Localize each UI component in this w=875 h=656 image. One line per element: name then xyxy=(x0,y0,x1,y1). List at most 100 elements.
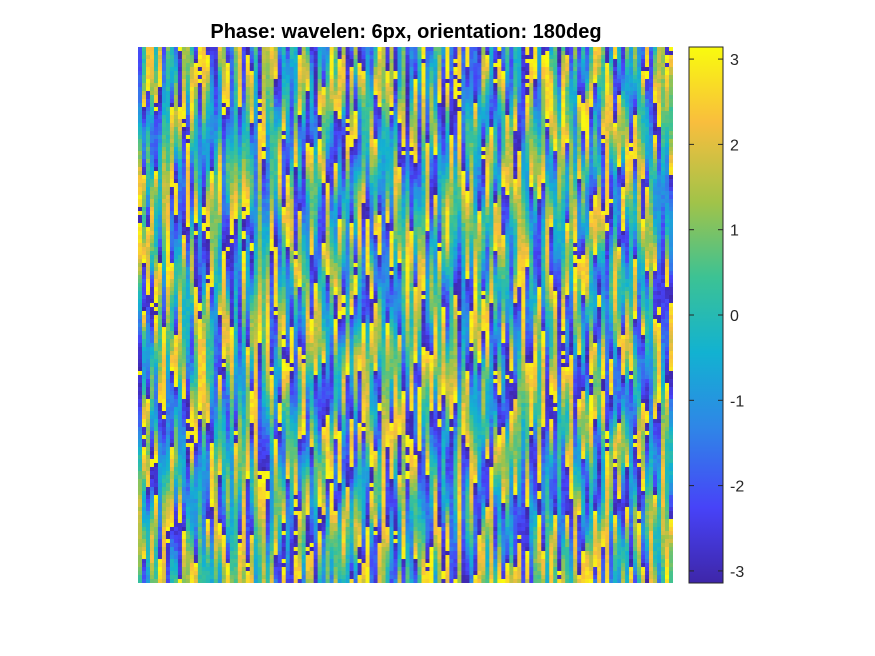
heatmap-cell xyxy=(649,175,654,180)
heatmap-cell xyxy=(253,79,259,84)
heatmap-cell xyxy=(625,87,630,92)
heatmap-cell xyxy=(221,171,227,176)
heatmap-cell xyxy=(629,139,634,144)
heatmap-cell xyxy=(529,91,534,96)
heatmap-cell xyxy=(481,119,486,124)
heatmap-cell xyxy=(473,87,478,92)
heatmap-cell xyxy=(529,155,534,160)
heatmap-cell xyxy=(501,163,506,168)
heatmap-cell xyxy=(169,179,175,184)
heatmap-cell xyxy=(389,119,394,124)
heatmap-cell xyxy=(529,95,534,100)
heatmap-cell xyxy=(309,55,314,60)
heatmap-cell xyxy=(385,131,390,136)
heatmap-cell xyxy=(581,59,586,64)
heatmap-cell xyxy=(309,71,314,76)
heatmap-cell xyxy=(269,187,275,192)
heatmap-cell xyxy=(625,135,630,140)
heatmap-cell xyxy=(393,123,398,128)
heatmap-cell xyxy=(321,155,326,160)
heatmap-cell xyxy=(205,155,211,160)
heatmap-cell xyxy=(241,159,247,164)
heatmap-cell xyxy=(233,127,239,132)
heatmap-cell xyxy=(201,59,207,64)
heatmap-cell xyxy=(649,183,654,188)
heatmap-cell xyxy=(201,179,207,184)
heatmap-cell xyxy=(237,191,243,196)
heatmap-cell xyxy=(361,83,366,88)
heatmap-cell xyxy=(537,75,542,80)
heatmap-cell xyxy=(233,171,239,176)
heatmap-cell xyxy=(181,115,187,120)
heatmap-cell xyxy=(645,143,650,148)
heatmap-cell xyxy=(509,127,514,132)
heatmap-cell xyxy=(585,139,590,144)
heatmap-cell xyxy=(481,155,486,160)
heatmap-cell xyxy=(213,99,219,104)
heatmap-cell xyxy=(513,99,518,104)
heatmap-cell xyxy=(513,123,518,128)
heatmap-cell xyxy=(377,171,382,176)
heatmap-cell xyxy=(285,111,291,116)
heatmap-cell xyxy=(165,79,171,84)
heatmap-cell xyxy=(285,171,291,176)
heatmap-cell xyxy=(525,171,530,176)
heatmap-cell xyxy=(269,123,275,128)
heatmap-cell xyxy=(629,79,634,84)
heatmap-cell xyxy=(529,139,534,144)
heatmap-cell xyxy=(617,71,622,76)
heatmap-cell xyxy=(377,47,382,52)
heatmap-cell xyxy=(197,171,203,176)
heatmap-cell xyxy=(337,47,342,52)
heatmap-cell xyxy=(409,75,414,80)
heatmap-cell xyxy=(225,75,231,80)
heatmap-cell xyxy=(277,107,283,112)
heatmap-cell xyxy=(429,143,434,148)
heatmap-cell xyxy=(633,175,638,180)
heatmap-cell xyxy=(141,111,147,116)
heatmap-cell xyxy=(661,139,666,144)
heatmap-cell xyxy=(565,115,570,120)
heatmap-cell xyxy=(297,143,302,148)
heatmap-cell xyxy=(565,107,570,112)
heatmap-cell xyxy=(521,159,526,164)
heatmap-cell xyxy=(645,179,650,184)
heatmap-cell xyxy=(557,127,562,132)
heatmap-cell xyxy=(613,87,618,92)
heatmap-cell xyxy=(505,191,510,196)
heatmap-cell xyxy=(569,91,574,96)
heatmap-cell xyxy=(437,155,442,160)
heatmap-cell xyxy=(409,151,414,156)
heatmap-cell xyxy=(569,171,574,176)
heatmap-cell xyxy=(617,147,622,152)
heatmap-cell xyxy=(337,163,342,168)
heatmap-cell xyxy=(293,75,298,80)
heatmap-cell xyxy=(433,159,438,164)
heatmap-cell xyxy=(633,183,638,188)
heatmap-cell xyxy=(577,171,582,176)
heatmap-cell xyxy=(213,147,219,152)
heatmap-cell xyxy=(369,63,374,68)
heatmap-cell xyxy=(297,107,302,112)
heatmap-cell xyxy=(241,135,247,140)
heatmap-cell xyxy=(653,99,658,104)
heatmap-cell xyxy=(165,167,171,172)
heatmap-cell xyxy=(173,171,179,176)
heatmap-cell xyxy=(465,163,470,168)
heatmap-cell xyxy=(613,163,618,168)
heatmap-cell xyxy=(565,87,570,92)
heatmap-cell xyxy=(501,115,506,120)
heatmap-cell xyxy=(221,75,227,80)
heatmap-cell xyxy=(165,183,171,188)
heatmap-cell xyxy=(557,163,562,168)
heatmap-cell xyxy=(669,59,673,64)
heatmap-cell xyxy=(225,87,231,92)
heatmap-cell xyxy=(633,167,638,172)
heatmap-cell xyxy=(569,123,574,128)
heatmap-cell xyxy=(305,79,310,84)
heatmap-cell xyxy=(181,139,187,144)
heatmap-cell xyxy=(545,187,550,192)
heatmap-cell xyxy=(249,47,255,52)
heatmap-cell xyxy=(481,71,486,76)
heatmap-cell xyxy=(205,91,211,96)
